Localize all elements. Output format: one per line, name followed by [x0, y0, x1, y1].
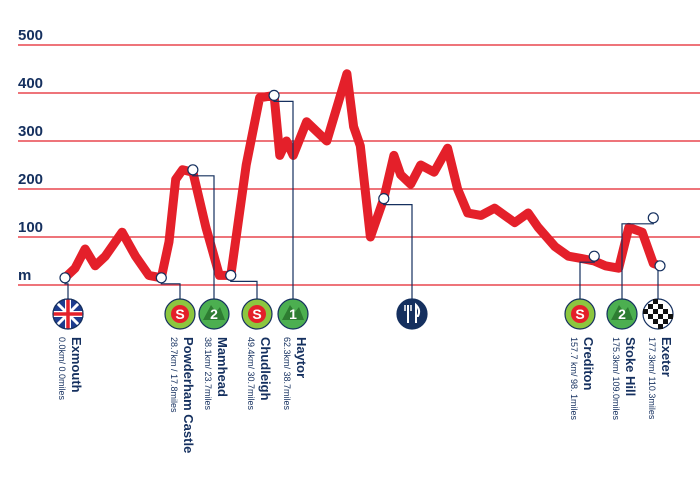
finish-icon — [642, 298, 674, 330]
checkpoint-name: Mamhead — [215, 337, 230, 397]
icon-inner — [248, 305, 266, 323]
icon-letter: S — [175, 306, 184, 322]
checkpoint-distance: 38.1km/ 23.7miles — [203, 337, 213, 411]
y-tick-labels: 100 200 300 400 500 — [18, 27, 43, 236]
checker-square — [648, 304, 653, 309]
checkpoint-name: Powderham Castle — [181, 337, 196, 453]
checkpoint-dot — [378, 193, 390, 205]
icon-inner — [571, 305, 589, 323]
checkpoint-dot — [155, 272, 167, 284]
icon-letter: 2 — [210, 306, 218, 322]
checkpoint-distance: 62.3km/ 38.7miles — [282, 337, 292, 411]
climb-icon: 1 — [277, 298, 309, 330]
icon-inner — [171, 305, 189, 323]
checkpoint-name: Stoke Hill — [623, 337, 638, 396]
leader-line — [579, 256, 595, 299]
sprint-icon: S — [241, 298, 273, 330]
checkpoint-icons: S 2 S 1 S 2 — [52, 298, 674, 330]
checkpoint-name: Crediton — [581, 337, 596, 391]
checkpoint-name: Haytor — [294, 337, 309, 378]
checkpoint-distance: 0.0km/ 0.0miles — [57, 337, 67, 401]
checker-square — [653, 299, 658, 304]
icon-ring — [52, 298, 84, 330]
y-tick-label: 100 — [18, 219, 43, 236]
mountain-shape — [611, 305, 633, 320]
checkpoint-dot — [588, 250, 600, 262]
checkpoint-dot — [268, 89, 280, 102]
checkpoint-name: Exmouth — [69, 337, 84, 393]
checkpoint-dot — [187, 164, 199, 176]
checkpoint-leaders — [59, 89, 666, 299]
sprint-icon: S — [164, 298, 196, 330]
checker-square — [658, 324, 663, 329]
checkpoint-name: Exeter — [659, 337, 674, 377]
checker-square — [668, 314, 673, 319]
knife-shape — [415, 302, 421, 323]
checkpoint-distance: 177.3km/ 110.3miles — [647, 337, 657, 420]
climb-icon: 2 — [198, 298, 230, 330]
checkpoint-distance: 175.3km/ 109.0miles — [611, 337, 621, 421]
mountain-shape — [282, 305, 304, 320]
y-tick-label: 300 — [18, 123, 43, 140]
checker-square — [663, 319, 668, 324]
y-tick-label: 400 — [18, 75, 43, 92]
icon-letter: 1 — [289, 306, 297, 322]
checkpoint-distance: 157.7 km/ 98. 1miles — [569, 337, 579, 421]
checker-square — [643, 309, 648, 314]
icon-badge — [396, 298, 428, 330]
checkpoint-dot — [59, 272, 71, 284]
checker-square — [648, 314, 653, 319]
checker-square — [658, 304, 663, 309]
grid-lines — [18, 44, 700, 286]
checkpoint-dot — [225, 269, 237, 281]
checker-square — [653, 319, 658, 324]
checkpoint-dot — [647, 212, 659, 224]
sprint-icon: S — [564, 298, 596, 330]
icon-letter: S — [575, 306, 584, 322]
checkpoint-distance: 49.4km/ 30.7miles — [246, 337, 256, 411]
flag-icon — [52, 298, 84, 330]
mountain-shape — [203, 305, 225, 320]
checkpoint-name: Chudleigh — [258, 337, 273, 401]
icon-letter: S — [252, 306, 261, 322]
icon-letter: 2 — [618, 306, 626, 322]
y-tick-label: 500 — [18, 27, 43, 44]
y-axis-label: m — [18, 267, 31, 284]
checker-square — [658, 314, 663, 319]
elevation-line — [60, 69, 665, 283]
checker-square — [663, 309, 668, 314]
y-tick-label: 200 — [18, 171, 43, 188]
climb-icon: 2 — [606, 298, 638, 330]
checkpoint-dot — [654, 260, 666, 272]
checkpoint-distance: 28.7km / 17.8miles — [169, 337, 179, 413]
feed-zone-icon — [396, 298, 428, 330]
checker-square — [653, 309, 658, 314]
leader-line — [383, 198, 413, 299]
